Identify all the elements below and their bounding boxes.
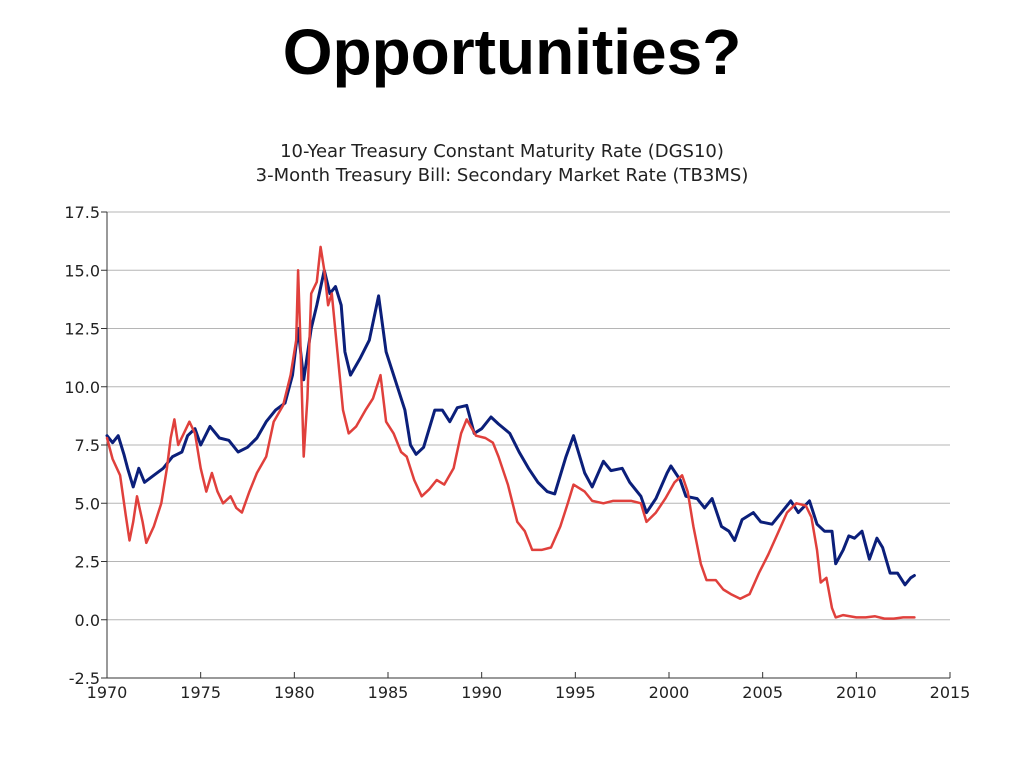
- y-tick-label: 12.5: [64, 320, 100, 339]
- y-tick-label: 2.5: [75, 553, 100, 572]
- series-lines: [105, 245, 916, 620]
- y-tick-label: 7.5: [75, 436, 100, 455]
- y-tick-label: 10.0: [64, 378, 100, 397]
- chart-title-line-2: 3-Month Treasury Bill: Secondary Market …: [255, 165, 749, 186]
- y-tick-label: -2.5: [69, 669, 100, 688]
- chart-title-line-1: 10-Year Treasury Constant Maturity Rate …: [280, 141, 724, 162]
- x-tick-label: 1985: [368, 683, 409, 702]
- x-tick-label: 1995: [555, 683, 596, 702]
- x-tick-label: 1980: [274, 683, 315, 702]
- y-tick-label: 17.5: [64, 203, 100, 222]
- x-tick-label: 1970: [87, 683, 128, 702]
- x-tick-label: 1975: [180, 683, 221, 702]
- x-tick-label: 2015: [930, 683, 971, 702]
- y-tick-label: 15.0: [64, 261, 100, 280]
- series-line-tb3ms: [105, 245, 916, 620]
- x-tick-label: 1990: [461, 683, 502, 702]
- axes: [101, 211, 951, 679]
- tick-labels: -2.5 0.0 2.5 5.0 7.5 10.0 12.5 15.0 17.5 1970 1975…: [64, 203, 970, 702]
- y-tick-label: 5.0: [75, 494, 100, 513]
- chart-title: 10-Year Treasury Constant Maturity Rate …: [0, 140, 1004, 188]
- x-tick-label: 2005: [742, 683, 783, 702]
- y-tick-label: 0.0: [75, 611, 100, 630]
- series-line-dgs10: [105, 268, 916, 587]
- x-tick-label: 2000: [649, 683, 690, 702]
- x-tick-label: 2010: [836, 683, 877, 702]
- page-title: Opportunities?: [282, 16, 742, 88]
